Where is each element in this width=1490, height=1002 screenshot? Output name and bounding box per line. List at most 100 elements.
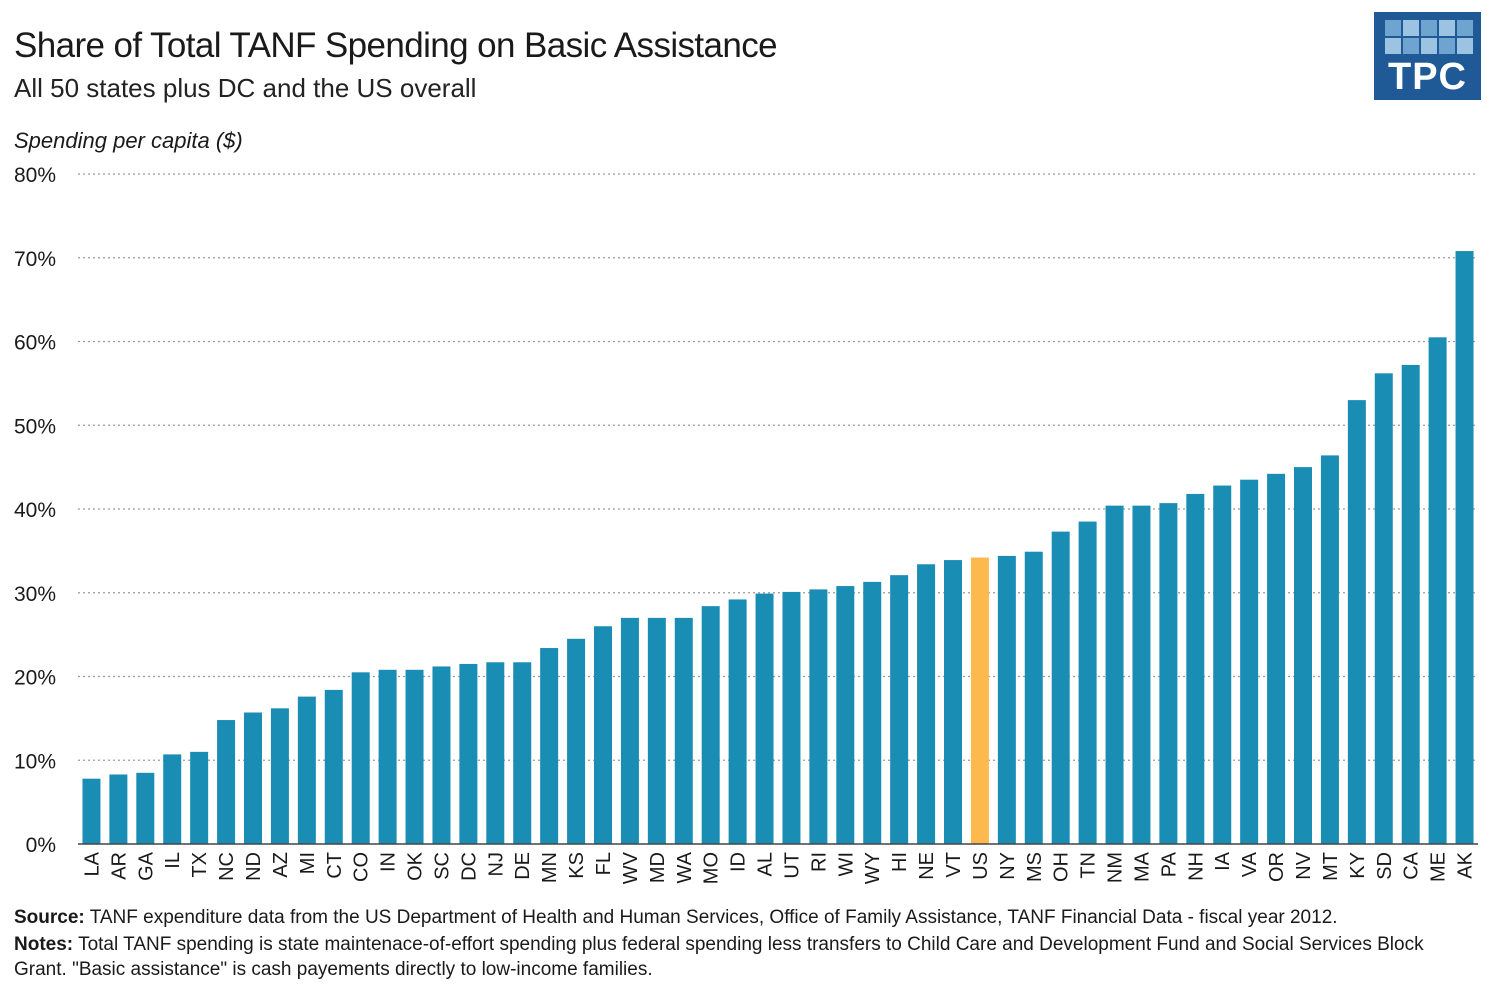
bar xyxy=(540,648,559,844)
bar xyxy=(1051,531,1070,844)
bar xyxy=(378,669,397,844)
x-tick-label: WI xyxy=(835,852,857,876)
bar xyxy=(486,662,505,844)
x-tick-label: AL xyxy=(755,852,777,876)
bar xyxy=(1374,373,1393,844)
x-tick-label: KY xyxy=(1347,852,1369,879)
chart-title: Share of Total TANF Spending on Basic As… xyxy=(14,26,778,65)
x-tick-label: HI xyxy=(889,852,911,872)
chart-subtitle: All 50 states plus DC and the US overall xyxy=(14,73,477,103)
bar xyxy=(1213,485,1232,844)
logo-square xyxy=(1457,38,1473,54)
x-tick-label: OK xyxy=(405,851,427,881)
y-tick-label: 80% xyxy=(14,164,56,187)
bar xyxy=(674,617,693,844)
bar xyxy=(1455,251,1474,845)
x-tick-label: NH xyxy=(1185,852,1207,881)
notes-label: Notes: xyxy=(14,934,74,955)
bar xyxy=(82,778,101,844)
y-tick-label: 40% xyxy=(14,499,56,522)
bar xyxy=(1186,493,1205,844)
bar xyxy=(513,662,532,844)
x-tick-label: MD xyxy=(647,852,669,883)
x-tick-label: OR xyxy=(1266,852,1288,882)
bar xyxy=(755,593,774,844)
logo-square xyxy=(1385,38,1401,54)
x-tick-label: VT xyxy=(943,852,965,878)
x-tick-label: ID xyxy=(728,852,750,872)
x-tick-label: OH xyxy=(1051,852,1073,882)
x-tick-label: MO xyxy=(701,852,723,884)
bar xyxy=(190,751,209,844)
bar xyxy=(1078,521,1097,844)
bar xyxy=(459,663,478,844)
x-tick-label: AZ xyxy=(270,852,292,878)
bar xyxy=(1267,473,1286,844)
x-tick-label: NE xyxy=(916,852,938,880)
x-tick-label: IL xyxy=(162,852,184,869)
bar xyxy=(836,586,855,844)
x-tick-label: NV xyxy=(1293,851,1315,879)
x-tick-label: MA xyxy=(1131,851,1153,882)
bar xyxy=(405,669,424,844)
bar xyxy=(620,617,639,844)
y-axis-label: Spending per capita ($) xyxy=(14,128,243,153)
x-tick-label: CA xyxy=(1401,851,1423,879)
x-tick-label: AR xyxy=(108,852,130,880)
source-note: Source: TANF expenditure data from the U… xyxy=(14,905,1474,930)
y-tick-label: 10% xyxy=(14,750,56,773)
bar xyxy=(351,672,370,844)
bar xyxy=(1240,479,1259,844)
x-tick-label: CO xyxy=(351,852,373,882)
x-tick-label: IA xyxy=(1212,851,1234,871)
y-tick-label: 50% xyxy=(14,415,56,438)
bar xyxy=(1347,400,1366,844)
bar xyxy=(1132,505,1151,844)
bar xyxy=(944,560,962,844)
x-tick-label: DC xyxy=(458,852,480,881)
logo-square xyxy=(1403,20,1419,36)
bar xyxy=(863,581,882,844)
bar xyxy=(1024,551,1043,844)
bar-chart: 0% 10% 20% 30% 40% 50% 60% 70% 80% LA AR GA IL TX NC ND… xyxy=(14,164,1478,884)
x-tick-label: CT xyxy=(324,852,346,879)
bar xyxy=(1159,503,1178,844)
bar xyxy=(109,774,128,844)
bar xyxy=(1105,505,1124,844)
x-tick-label: ND xyxy=(243,852,265,881)
x-tick-label: KS xyxy=(566,852,588,879)
x-tick-label: WY xyxy=(862,852,884,884)
x-tick-label: SD xyxy=(1374,852,1396,880)
bar xyxy=(782,591,801,844)
bar xyxy=(1401,364,1420,844)
x-tick-label: NM xyxy=(1105,852,1127,883)
y-tick-label: 30% xyxy=(14,583,56,606)
x-tick-label: NC xyxy=(216,852,238,881)
source-label: Source: xyxy=(14,907,85,928)
bar xyxy=(1294,467,1312,844)
notes-text: Total TANF spending is state maintenace-… xyxy=(14,934,1424,980)
chart-footer: Source: TANF expenditure data from the U… xyxy=(14,905,1474,984)
bar xyxy=(997,555,1016,844)
y-tick-label: 60% xyxy=(14,332,56,355)
notes-note: Notes: Total TANF spending is state main… xyxy=(14,932,1474,982)
x-tick-label: RI xyxy=(808,852,830,872)
x-tick-label: WA xyxy=(674,851,696,883)
x-tick-label: NJ xyxy=(485,852,507,876)
bar xyxy=(594,626,612,844)
x-tick-label: SC xyxy=(431,852,453,880)
x-tick-label: FL xyxy=(593,852,615,875)
bar xyxy=(217,720,236,844)
x-tick-label: MS xyxy=(1024,852,1046,882)
x-tick-label: TX xyxy=(189,852,211,878)
x-tick-label: GA xyxy=(135,851,157,881)
bar xyxy=(432,666,451,844)
logo-square xyxy=(1421,38,1437,54)
x-tick-label: MI xyxy=(297,852,319,874)
source-text: TANF expenditure data from the US Depart… xyxy=(89,907,1338,928)
bar xyxy=(244,712,262,844)
bar xyxy=(701,606,720,844)
logo-square xyxy=(1439,38,1455,54)
logo-squares xyxy=(1385,20,1475,58)
x-tick-label: LA xyxy=(81,851,103,876)
